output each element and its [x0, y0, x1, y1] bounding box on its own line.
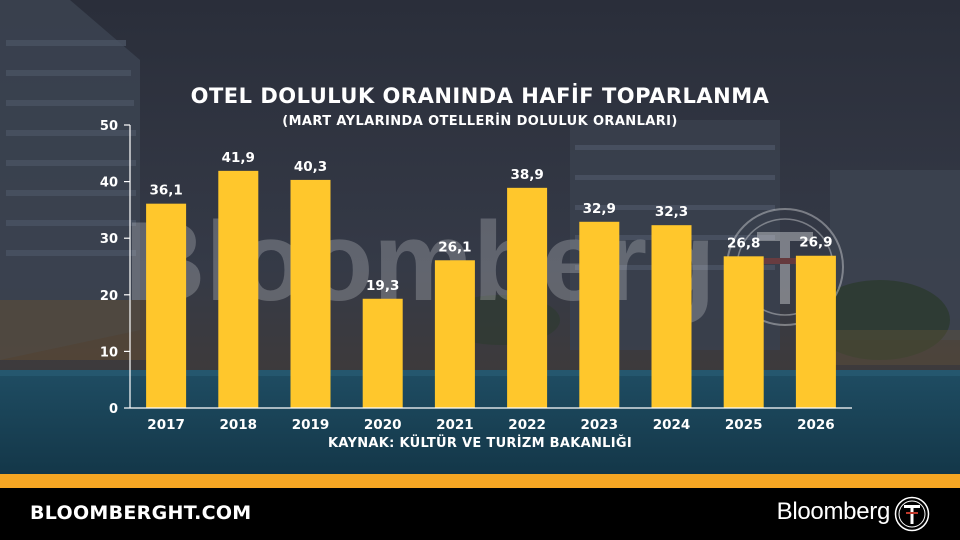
bar-2017	[146, 203, 187, 408]
x-tick-label-2019: 2019	[292, 417, 330, 433]
footer-bar: BLOOMBERGHT.COM Bloomberg	[0, 488, 960, 540]
x-tick-label-2021: 2021	[436, 417, 474, 433]
x-tick-label-2017: 2017	[147, 417, 185, 433]
value-label-2021: 26,1	[438, 239, 471, 255]
y-tick-label: 40	[100, 176, 118, 191]
accent-stripe	[0, 474, 960, 488]
value-label-2025: 26,8	[727, 235, 760, 251]
x-tick-label-2025: 2025	[725, 417, 763, 433]
bar-2024	[651, 225, 692, 408]
bar-2026	[795, 255, 836, 408]
x-tick-label-2023: 2023	[581, 417, 619, 433]
bloomberg-ht-logo-icon	[894, 496, 930, 532]
bar-2022	[507, 187, 548, 408]
value-label-2018: 41,9	[222, 150, 255, 166]
x-axis: 2017 2018 2019 2020 2021 2022 2023 2024 2025 2026	[130, 407, 852, 433]
y-axis: 0 10 20 30 40 50	[100, 119, 131, 417]
value-label-2020: 19,3	[366, 278, 399, 294]
y-tick-label: 20	[100, 289, 118, 304]
chart-subtitle: (MART AYLARINDA OTELLERİN DOLULUK ORANLA…	[282, 114, 678, 129]
source-note: KAYNAK: KÜLTÜR VE TURİZM BAKANLIĞI	[328, 436, 632, 451]
bar-2025	[723, 256, 764, 408]
y-tick-label: 10	[100, 345, 118, 360]
value-label-2026: 26,9	[799, 235, 832, 251]
y-tick-label: 50	[100, 119, 118, 134]
x-tick-label-2022: 2022	[508, 417, 546, 433]
value-label-2024: 32,3	[655, 204, 688, 220]
chart-title: OTEL DOLULUK ORANINDA HAFİF TOPARLANMA	[190, 84, 770, 108]
value-label-2017: 36,1	[149, 183, 182, 199]
x-tick-label-2024: 2024	[653, 417, 691, 433]
bars-group: 36,1 41,9 40,3 19,3 26,1 38,9 32,9 32,3 26,8 26,9	[146, 150, 836, 408]
bar-2019	[290, 179, 331, 408]
y-tick-label: 0	[109, 402, 118, 417]
bar-2020	[362, 298, 403, 408]
bloomberg-watermark: Bloomberg	[124, 199, 715, 324]
bar-2021	[434, 260, 475, 408]
x-tick-label-2018: 2018	[220, 417, 258, 433]
value-label-2019: 40,3	[294, 159, 327, 175]
value-label-2022: 38,9	[510, 167, 543, 183]
bloomberg-brand: Bloomberg	[776, 498, 891, 525]
y-tick-label: 30	[100, 232, 118, 247]
site-url[interactable]: BLOOMBERGHT.COM	[30, 502, 252, 524]
bar-2018	[218, 170, 259, 408]
value-label-2023: 32,9	[583, 201, 616, 217]
bar-chart: Bloomberg 0 10 20 30 40 50 36,1 41,9 40,3 19,3 26…	[100, 119, 852, 433]
bar-2023	[579, 221, 620, 408]
x-tick-label-2026: 2026	[797, 417, 835, 433]
x-tick-label-2020: 2020	[364, 417, 402, 433]
